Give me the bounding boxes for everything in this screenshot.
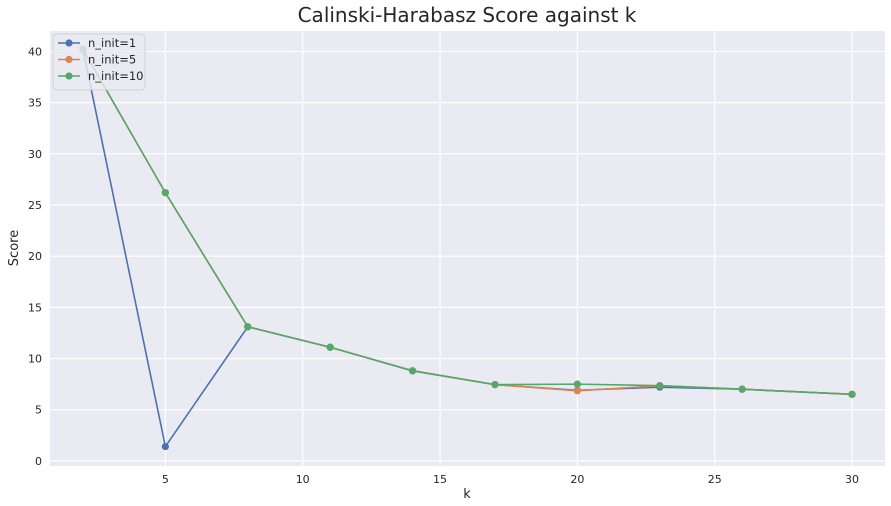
legend: n_init=1 n_init=5 n_init=10: [52, 33, 146, 91]
series-line: [82, 49, 853, 396]
y-tick-label: 40: [28, 45, 42, 58]
chart-title: Calinski-Harabasz Score against k: [298, 3, 637, 27]
y-ticks: 0 5 10 15 20 25 30 35 40: [28, 45, 42, 467]
y-tick-label: 0: [35, 455, 42, 468]
grid: [50, 31, 885, 466]
x-tick-label: 20: [570, 473, 584, 486]
legend-item: n_init=10: [58, 69, 144, 83]
data-point: [326, 343, 334, 351]
legend-marker: [65, 55, 73, 64]
data-point: [161, 189, 169, 197]
y-tick-label: 15: [28, 301, 42, 314]
x-tick-label: 25: [708, 473, 722, 486]
data-point: [573, 380, 581, 388]
legend-marker: [65, 39, 73, 47]
data-point: [161, 442, 169, 451]
x-tick-label: 30: [845, 473, 859, 486]
y-tick-label: 10: [28, 353, 42, 366]
legend-label: n_init=1: [88, 36, 136, 50]
data-point: [848, 390, 856, 398]
data-point: [573, 387, 581, 395]
legend-label: n_init=10: [88, 69, 144, 83]
plot-background: [50, 31, 885, 466]
y-axis-label: Score: [7, 230, 22, 266]
data-point: [738, 385, 746, 393]
x-axis-label: k: [463, 487, 471, 502]
series-n_init=10: [79, 45, 856, 398]
y-tick-label: 5: [35, 404, 42, 417]
x-tick-label: 5: [162, 473, 169, 486]
legend-item: n_init=1: [58, 36, 136, 50]
y-tick-label: 30: [28, 148, 42, 161]
data-point: [408, 367, 417, 375]
legend-label: n_init=5: [88, 53, 136, 67]
x-ticks: 5 10 15 20 25 30: [162, 473, 859, 486]
y-tick-label: 20: [28, 250, 42, 263]
y-tick-label: 35: [28, 97, 42, 110]
legend-marker: [65, 72, 73, 80]
data-point: [244, 323, 252, 331]
x-tick-label: 15: [433, 473, 447, 486]
data-point: [656, 382, 664, 390]
legend-item: n_init=5: [58, 53, 136, 67]
data-point: [491, 381, 499, 389]
series-layer: [79, 45, 856, 451]
y-tick-label: 25: [28, 199, 42, 212]
x-tick-label: 10: [296, 473, 310, 486]
